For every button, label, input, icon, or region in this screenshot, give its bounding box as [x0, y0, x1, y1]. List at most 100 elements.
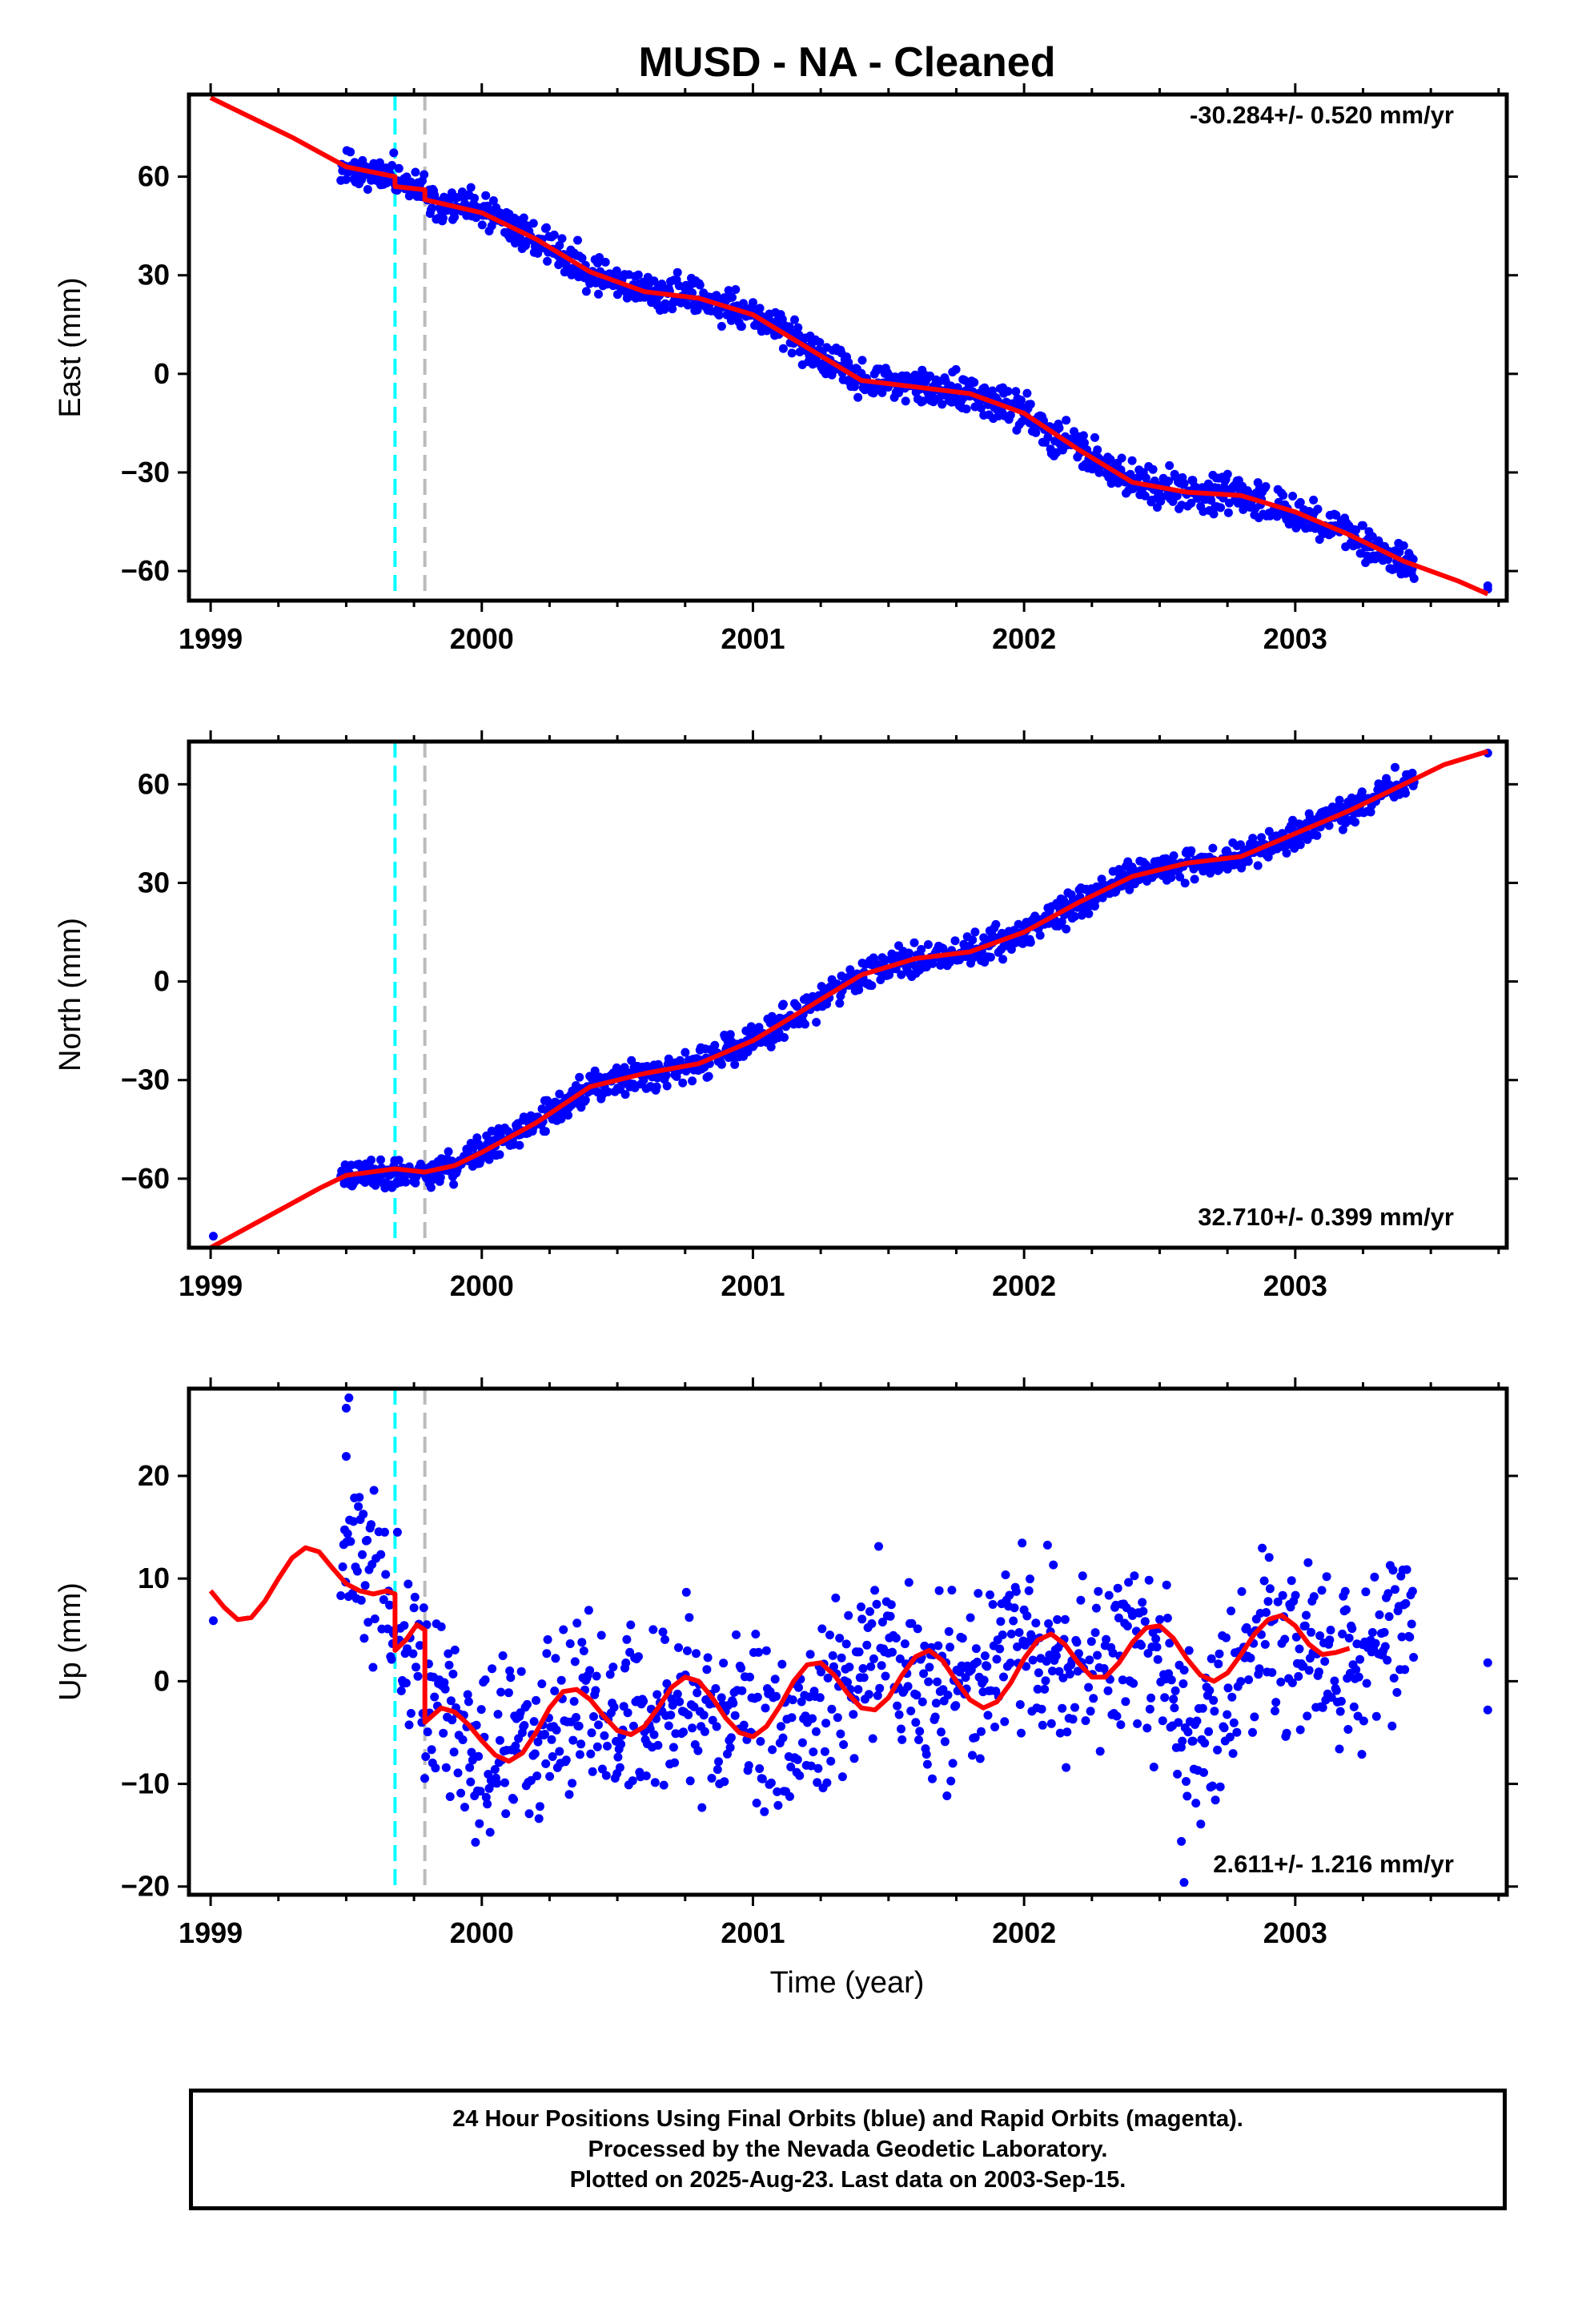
data-point: [1397, 1632, 1407, 1642]
data-point: [1276, 1677, 1286, 1687]
data-point: [1026, 1574, 1034, 1584]
data-point: [550, 1687, 560, 1695]
data-point: [1324, 821, 1334, 830]
data-point: [369, 1486, 379, 1495]
data-point: [974, 1589, 983, 1598]
data-point: [1005, 1590, 1014, 1600]
data-point: [1042, 1540, 1052, 1550]
data-point: [1015, 1700, 1025, 1709]
data-point: [1278, 1590, 1287, 1600]
data-point: [559, 1625, 568, 1634]
north-panel: 1999 2000 2001 2002 2003 −60 −30 0 30 60 North (mm…: [54, 730, 1518, 1302]
data-point: [1391, 1585, 1399, 1594]
data-point: [431, 1763, 440, 1773]
data-point: [751, 1630, 761, 1638]
data-point: [933, 1677, 942, 1687]
data-point: [1140, 491, 1150, 501]
data-point: [1207, 1654, 1216, 1663]
data-point: [982, 1662, 992, 1671]
data-point: [456, 1788, 466, 1798]
data-point: [1395, 547, 1404, 557]
data-point: [1155, 1614, 1165, 1624]
data-point: [585, 1666, 595, 1675]
y-axis-label: Up (mm): [54, 1582, 87, 1701]
data-point: [336, 1591, 346, 1600]
data-point: [829, 1662, 838, 1671]
data-point: [1144, 1575, 1154, 1585]
data-point: [1160, 1693, 1170, 1703]
data-point: [338, 1562, 347, 1571]
data-point: [634, 1652, 643, 1662]
data-point: [1093, 1651, 1102, 1660]
data-point: [673, 1689, 682, 1699]
data-point: [344, 1393, 354, 1403]
data-point: [444, 1147, 453, 1156]
data-point: [381, 1570, 391, 1579]
data-point: [1287, 1576, 1296, 1586]
data-point: [831, 1593, 841, 1602]
data-point: [958, 1634, 967, 1643]
data-point: [817, 1667, 825, 1677]
data-point: [1401, 789, 1410, 798]
data-point: [1140, 1617, 1150, 1626]
data-point: [346, 1537, 355, 1546]
data-point: [1116, 1720, 1126, 1730]
x-tick-label: 2000: [450, 622, 514, 655]
data-point: [951, 1701, 961, 1711]
data-point: [1370, 1572, 1379, 1582]
data-point: [787, 1713, 797, 1723]
data-point: [1112, 1711, 1122, 1721]
data-point: [825, 1630, 834, 1640]
data-point: [555, 1089, 564, 1099]
data-point: [604, 1087, 612, 1096]
data-point: [356, 1595, 366, 1605]
data-point: [569, 1697, 579, 1706]
data-point: [1402, 1565, 1411, 1574]
data-point: [888, 1647, 897, 1657]
data-point: [778, 999, 788, 1009]
y-tick-label: −60: [121, 1162, 170, 1195]
data-point: [998, 955, 1008, 964]
data-point: [1371, 1711, 1381, 1721]
data-point: [731, 285, 741, 294]
data-point: [436, 1622, 446, 1631]
data-point: [1058, 1673, 1068, 1683]
data-point: [1169, 851, 1178, 860]
data-point: [1169, 1695, 1178, 1704]
data-point: [906, 1707, 916, 1715]
data-point: [1038, 1720, 1047, 1730]
data-point: [854, 1647, 864, 1657]
data-point: [891, 1634, 901, 1642]
data-point: [688, 1076, 697, 1086]
data-point: [857, 356, 867, 365]
data-point: [866, 1662, 876, 1671]
data-point: [1054, 1667, 1064, 1676]
y-tick-label: 30: [138, 866, 170, 899]
data-point: [1190, 875, 1199, 884]
data-point: [767, 1011, 777, 1021]
data-point: [1016, 396, 1026, 405]
data-point: [620, 1090, 630, 1100]
data-point: [466, 1777, 476, 1787]
data-point: [877, 1618, 887, 1626]
data-point: [730, 1711, 740, 1720]
data-point: [505, 1666, 515, 1675]
data-point: [683, 1646, 692, 1655]
data-point: [822, 1778, 832, 1787]
data-point: [557, 234, 567, 243]
data-point: [1317, 1586, 1327, 1595]
data-point: [1146, 1693, 1156, 1703]
data-point: [420, 170, 429, 179]
data-point: [836, 1729, 845, 1739]
data-point: [1223, 1683, 1233, 1693]
data-point: [811, 1727, 821, 1736]
data-point: [905, 948, 913, 958]
data-point: [788, 1695, 797, 1705]
data-point: [1022, 1662, 1031, 1671]
data-point: [370, 1614, 379, 1623]
data-point: [707, 1774, 717, 1783]
data-point: [768, 1745, 777, 1755]
data-point: [1125, 885, 1134, 895]
y-tick-label: 30: [138, 259, 170, 292]
data-point: [1366, 807, 1375, 817]
